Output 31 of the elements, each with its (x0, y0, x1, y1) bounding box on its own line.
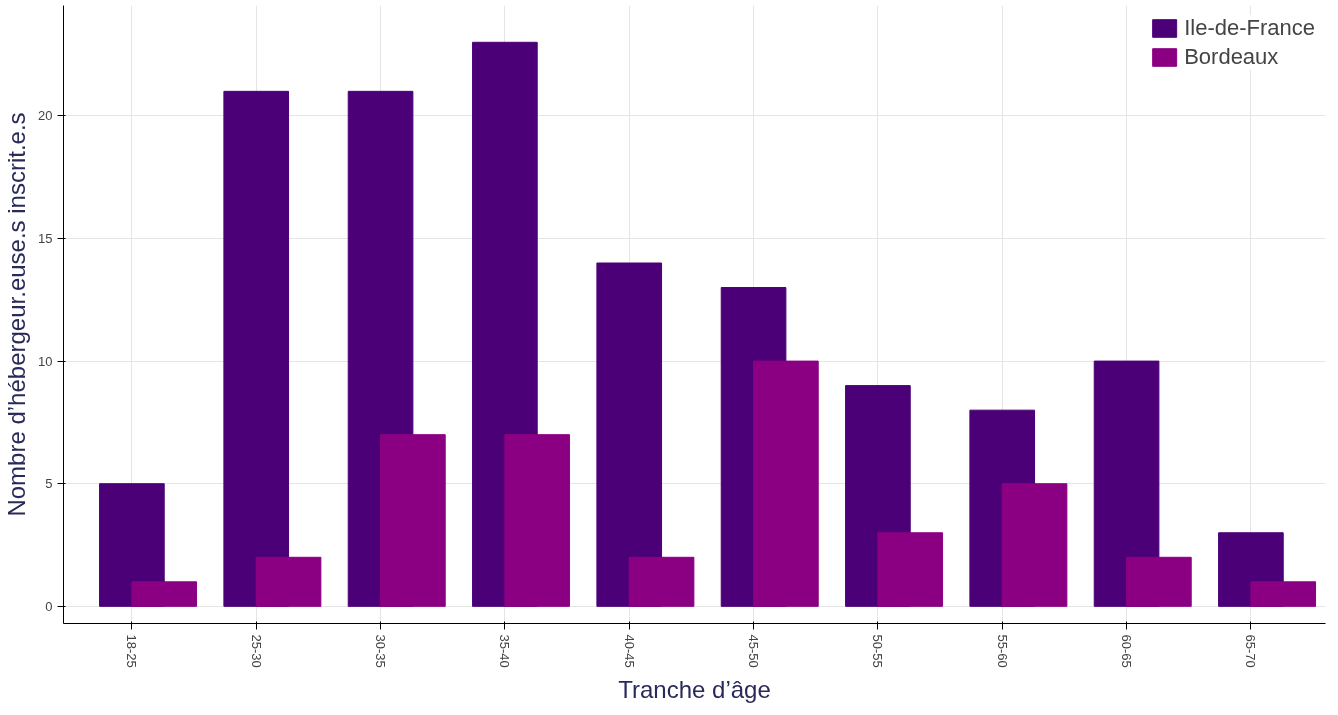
x-tick-label: 50-55 (870, 634, 886, 668)
bar (504, 434, 571, 607)
x-tick-label: 60-65 (1119, 634, 1135, 668)
bar (1250, 581, 1317, 607)
y-tick-label: 10 (38, 353, 53, 369)
x-axis-title: Tranche d’âge (618, 675, 771, 703)
bar (1126, 556, 1192, 607)
bar (596, 262, 663, 607)
bar (380, 434, 446, 607)
x-tick-label: 55-60 (994, 634, 1010, 668)
bar (223, 90, 290, 607)
x-tick-label: 18-25 (124, 634, 140, 668)
legend-label: Bordeaux (1184, 44, 1279, 70)
x-tick-label: 45-50 (746, 634, 762, 668)
bar (628, 556, 695, 607)
x-tick-label: 30-35 (373, 634, 389, 668)
bar (1001, 483, 1068, 607)
legend-label: Ile-de-France (1184, 15, 1315, 41)
bar (753, 360, 819, 607)
x-tick-label: 65-70 (1243, 634, 1259, 668)
y-tick-label: 5 (45, 476, 53, 492)
x-tick-label: 40-45 (621, 634, 637, 668)
y-tick-label: 15 (38, 230, 53, 246)
x-tick-label: 35-40 (497, 634, 513, 668)
y-tick-label: 20 (38, 108, 53, 124)
y-axis-title: Nombre d’hébergeur.euse.s inscrit.e.s (3, 112, 31, 517)
y-tick-label: 0 (45, 598, 53, 614)
bar (877, 532, 944, 607)
bar (131, 581, 198, 607)
bar (255, 556, 322, 607)
x-tick-label: 25-30 (248, 634, 264, 668)
